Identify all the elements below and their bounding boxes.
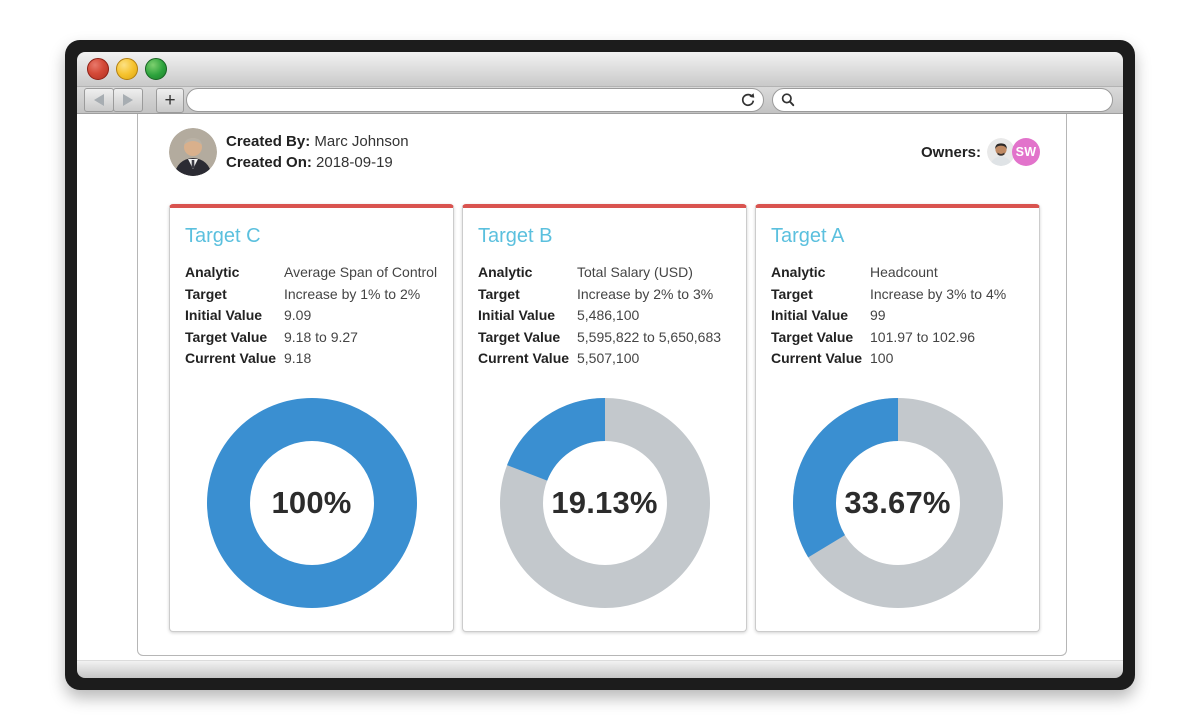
detail-label: Target: [478, 285, 520, 302]
detail-label: Initial Value: [771, 307, 849, 323]
creator-info: Created By: Marc Johnson Created On: 201…: [169, 128, 409, 176]
detail-label: Analytic: [771, 264, 826, 280]
card-title: Target C: [185, 225, 261, 247]
dashboard-container: Created By: Marc Johnson Created On: 201…: [137, 114, 1067, 656]
target-card-c: Target C Analytic Average Span of Control…: [169, 204, 454, 632]
donut-chart: 100%: [206, 397, 417, 608]
detail-label: Target: [185, 285, 227, 302]
address-bar-input[interactable]: [186, 88, 764, 112]
dashboard-header: Created By: Marc Johnson Created On: 201…: [138, 114, 1066, 176]
created-by-label: Created By:: [226, 133, 311, 150]
detail-value: 101.97 to 102.96: [870, 328, 976, 345]
detail-value: Increase by 3% to 4%: [870, 285, 1007, 302]
donut-percent-label: 100%: [271, 484, 352, 520]
owners-group: Owners:: [921, 138, 1040, 166]
refresh-icon[interactable]: [740, 92, 756, 108]
detail-label: Target: [771, 285, 813, 302]
browser-content-area: Created By: Marc Johnson Created On: 201…: [77, 114, 1123, 660]
owner-avatar-photo[interactable]: [987, 138, 1015, 166]
card-details: Analytic Total Salary (USD) Target Increas…: [478, 262, 731, 370]
detail-value: Increase by 1% to 2%: [284, 285, 421, 302]
nav-button-group: [84, 88, 143, 112]
card-details: Analytic Average Span of Control Target In…: [185, 262, 438, 370]
detail-value: 9.09: [284, 307, 312, 323]
new-tab-button[interactable]: +: [156, 87, 184, 113]
detail-label: Initial Value: [185, 307, 263, 323]
detail-value: 100: [870, 350, 894, 366]
owner-avatar-initials[interactable]: SW: [1012, 138, 1040, 166]
detail-label: Target Value: [478, 328, 561, 345]
zoom-window-button[interactable]: [145, 58, 167, 80]
detail-label: Initial Value: [478, 307, 556, 323]
detail-value: 5,507,100: [577, 350, 640, 366]
minimize-window-button[interactable]: [116, 58, 138, 80]
detail-value: 5,486,100: [577, 307, 640, 323]
detail-label: Target Value: [771, 328, 854, 345]
donut-chart: 33.67%: [792, 397, 1003, 608]
browser-titlebar: [77, 52, 1123, 86]
card-details: Analytic Headcount Target Increase by 3% t…: [771, 262, 1024, 370]
owners-label: Owners:: [920, 143, 981, 161]
detail-value: Headcount: [870, 264, 938, 280]
detail-label: Current Value: [478, 350, 570, 366]
detail-label: Analytic: [478, 264, 533, 280]
target-card-a: Target A Analytic Headcount Target Increas…: [755, 204, 1040, 632]
detail-label: Current Value: [185, 350, 277, 366]
donut-chart: 19.13%: [499, 397, 710, 608]
detail-label: Current Value: [771, 350, 863, 366]
browser-window: +: [65, 40, 1135, 690]
created-by-value: Marc Johnson: [314, 133, 409, 150]
created-on-label: Created On:: [226, 154, 312, 171]
creator-text: Created By: Marc Johnson Created On: 201…: [226, 131, 409, 173]
detail-value: 5,595,822 to 5,650,683: [577, 328, 722, 345]
created-on-value: 2018-09-19: [316, 154, 393, 171]
donut-percent-label: 33.67%: [844, 484, 951, 520]
detail-value: 99: [870, 307, 886, 323]
detail-label: Target Value: [185, 328, 268, 345]
browser-toolbar: +: [77, 86, 1123, 114]
browser-statusbar: [77, 660, 1123, 678]
target-cards-row: Target C Analytic Average Span of Control…: [138, 176, 1066, 632]
detail-value: Increase by 2% to 3%: [577, 285, 714, 302]
donut-percent-label: 19.13%: [551, 484, 658, 520]
target-card-b: Target B Analytic Total Salary (USD) Targ…: [462, 204, 747, 632]
detail-value: Total Salary (USD): [577, 264, 693, 280]
back-icon: [94, 94, 104, 106]
card-title: Target B: [478, 225, 553, 247]
creator-avatar: [169, 128, 217, 176]
forward-icon: [123, 94, 133, 106]
back-button[interactable]: [84, 88, 114, 112]
close-window-button[interactable]: [87, 58, 109, 80]
detail-value: 9.18 to 9.27: [284, 328, 358, 345]
detail-label: Analytic: [185, 264, 240, 280]
card-title: Target A: [771, 225, 845, 247]
detail-value: Average Span of Control: [284, 264, 438, 280]
search-bar-input[interactable]: [772, 88, 1113, 112]
detail-value: 9.18: [284, 350, 312, 366]
search-icon: [780, 92, 796, 108]
forward-button[interactable]: [113, 88, 143, 112]
